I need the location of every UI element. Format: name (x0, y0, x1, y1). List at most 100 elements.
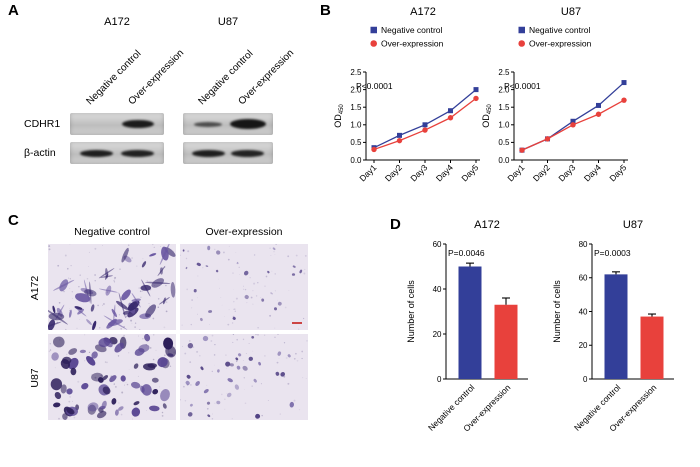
panel-label-d: D (390, 216, 401, 233)
y-tick-label: 40 (579, 307, 588, 316)
legend-marker-square (518, 26, 525, 34)
micrograph-u87-negative-control (48, 333, 177, 420)
line-chart-u87-container: U87 Negative control Over-expression P<0.00… (478, 2, 636, 199)
y-tick-label: 0 (437, 375, 442, 384)
protein-band (229, 119, 266, 129)
y-tick-label: 1.5 (498, 103, 510, 112)
column-header-over-expression: Over-expression (205, 226, 283, 238)
bar-over-expression (494, 304, 518, 379)
data-point-circle (595, 111, 602, 117)
y-tick-label: 20 (433, 330, 442, 339)
panel-label-a: A (8, 2, 19, 19)
y-tick-label: 2.5 (350, 68, 362, 77)
legend-label: Negative control (529, 25, 591, 35)
micrograph-u87-over-expression (179, 333, 308, 420)
y-tick-label: 80 (579, 240, 588, 249)
protein-band (194, 121, 223, 127)
y-tick-label: 0.0 (350, 156, 362, 165)
data-point-circle (544, 136, 551, 142)
data-point-circle (422, 127, 428, 133)
blot-strip-a172-cdhr1 (70, 113, 164, 135)
data-point-circle (447, 115, 454, 121)
y-tick-label: 60 (579, 274, 588, 283)
data-point-square (621, 80, 627, 86)
data-point-circle (621, 97, 627, 103)
data-point-circle (371, 146, 377, 153)
bar-chart-u87-container: U87 0 20 40 60 80 Number of cells P=0.0003 Negat… (548, 214, 694, 467)
panel-label-c: C (8, 212, 19, 229)
protein-band (79, 149, 113, 157)
row-label-a172: A172 (29, 275, 41, 301)
y-tick-label: 1.0 (350, 121, 362, 130)
y-tick-label: 1.0 (498, 121, 510, 130)
chart-title: U87 (623, 219, 643, 231)
bar-chart-a172-container: A172 0 20 40 60 Number of cells P=0.0046 Negati… (402, 214, 548, 467)
blot-strip-u87-actin (183, 142, 273, 164)
protein-band (231, 149, 265, 157)
data-point-circle (519, 147, 525, 153)
data-point-square (596, 102, 601, 108)
p-value-label: P<0.0001 (356, 81, 393, 91)
bar-negative-control (604, 274, 628, 379)
micrograph-u87-over-expression-container (179, 333, 308, 420)
cell-line-title-u87: U87 (217, 16, 239, 28)
data-point-square (570, 118, 576, 124)
protein-band (191, 149, 225, 157)
micrograph-a172-over-expression-container (179, 243, 308, 330)
bar-over-expression (640, 316, 664, 379)
line-chart-u87: U87 Negative control Over-expression P<0.00… (481, 6, 629, 183)
micrograph-a172-over-expression (179, 243, 308, 330)
y-tick-label: 0 (583, 375, 588, 384)
blot-strip-a172-actin (70, 142, 164, 164)
legend-marker-square (370, 26, 377, 34)
y-tick-label: 60 (433, 240, 442, 249)
data-point-circle (570, 122, 576, 128)
y-axis-label: OD450 (333, 104, 345, 128)
legend-marker-circle (518, 40, 525, 47)
chart-title: U87 (561, 6, 581, 18)
legend-label: Over-expression (529, 39, 592, 49)
blot-row-label-1: β-actin (24, 147, 56, 159)
data-point-circle (473, 95, 479, 102)
bar-negative-control (458, 266, 482, 379)
micrograph-a172-negative-control-container (41, 242, 176, 331)
chart-title: A172 (410, 6, 436, 18)
protein-band (121, 120, 154, 128)
column-header-negative-control: Negative control (74, 226, 150, 238)
y-tick-label: 1.5 (350, 103, 362, 112)
y-tick-label: 0.0 (498, 156, 510, 165)
y-axis-label: OD450 (481, 104, 493, 128)
line-chart-a172-container: A172 Negative control Over-expression P<0.0… (330, 2, 488, 199)
legend-marker-circle (370, 40, 377, 47)
blot-strip-u87-cdhr1 (183, 113, 273, 135)
y-tick-label: 0.5 (498, 138, 510, 147)
p-value-label: P<0.0001 (504, 81, 541, 91)
data-point-square (473, 87, 479, 93)
micrograph-a172-negative-control (41, 242, 176, 331)
data-point-square (397, 132, 402, 138)
scale-bar (292, 322, 302, 324)
row-label-u87: U87 (29, 368, 41, 388)
y-tick-label: 40 (433, 285, 442, 294)
protein-band (121, 149, 155, 157)
y-tick-label: 2.0 (498, 85, 510, 94)
micrograph-u87-negative-control-container (48, 333, 177, 420)
y-axis-label: Number of cells (406, 280, 416, 343)
line-chart-a172: A172 Negative control Over-expression P<0.0… (333, 6, 481, 183)
blot-row-label-0: CDHR1 (24, 118, 61, 130)
y-tick-label: 0.5 (350, 138, 362, 147)
data-point-square (422, 122, 428, 128)
p-value-label: P=0.0003 (594, 248, 631, 258)
p-value-label: P=0.0046 (448, 248, 485, 258)
y-tick-label: 2.0 (350, 85, 362, 94)
data-point-circle (396, 137, 403, 144)
y-tick-label: 20 (579, 341, 588, 350)
y-tick-label: 2.5 (498, 68, 510, 77)
panel-label-b: B (320, 2, 331, 19)
y-axis-label: Number of cells (552, 280, 562, 343)
